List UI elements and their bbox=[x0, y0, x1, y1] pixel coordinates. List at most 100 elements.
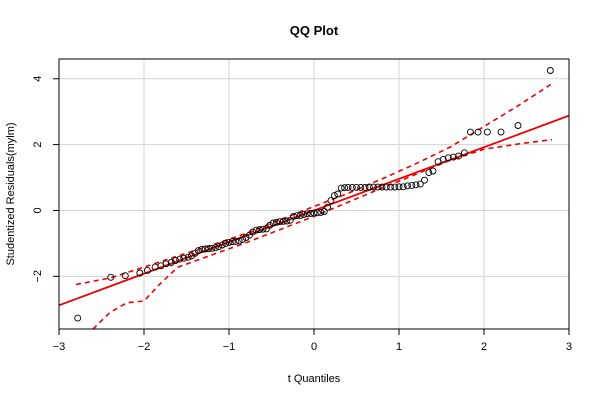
data-point bbox=[412, 181, 420, 189]
data-point bbox=[259, 225, 267, 233]
x-tick-label: 0 bbox=[311, 341, 317, 353]
chart-title: QQ Plot bbox=[290, 23, 339, 38]
data-point bbox=[225, 238, 233, 246]
data-point bbox=[208, 244, 216, 252]
x-tick-label: −3 bbox=[53, 341, 66, 353]
data-point bbox=[455, 152, 462, 160]
data-point bbox=[143, 266, 151, 274]
data-point bbox=[107, 273, 115, 281]
data-point bbox=[266, 221, 274, 229]
data-point bbox=[382, 183, 390, 191]
data-point bbox=[232, 237, 240, 245]
data-point bbox=[378, 183, 386, 191]
data-point bbox=[239, 235, 247, 243]
data-point bbox=[269, 219, 277, 227]
data-points bbox=[74, 67, 554, 322]
x-tick-label: −2 bbox=[138, 341, 151, 353]
data-point bbox=[353, 183, 360, 191]
data-point bbox=[429, 167, 437, 175]
data-point bbox=[324, 203, 332, 211]
data-point bbox=[334, 190, 342, 198]
y-tick-label: 2 bbox=[32, 142, 44, 148]
data-point bbox=[310, 209, 318, 217]
data-point bbox=[74, 314, 82, 322]
x-tick-label: 3 bbox=[566, 341, 572, 353]
data-point bbox=[218, 241, 226, 249]
data-point bbox=[184, 253, 192, 261]
data-point bbox=[474, 128, 482, 136]
data-point bbox=[466, 128, 474, 136]
data-point bbox=[235, 237, 243, 245]
data-point bbox=[167, 259, 175, 266]
data-point bbox=[273, 218, 281, 226]
x-axis: −3 −2 −1 0 1 2 3 bbox=[53, 328, 572, 353]
data-point bbox=[365, 183, 373, 191]
x-axis-label: t Quantiles bbox=[288, 373, 341, 385]
data-point bbox=[180, 254, 188, 262]
data-point bbox=[252, 226, 260, 234]
data-point bbox=[320, 208, 328, 215]
data-point bbox=[460, 149, 468, 157]
data-point bbox=[514, 122, 522, 129]
data-point bbox=[296, 211, 304, 219]
data-point bbox=[300, 210, 308, 218]
data-point bbox=[286, 216, 294, 224]
data-point bbox=[391, 183, 399, 191]
data-point bbox=[337, 184, 345, 192]
data-point bbox=[425, 169, 433, 177]
y-tick-label: −2 bbox=[32, 270, 44, 283]
data-point bbox=[317, 208, 325, 216]
data-point bbox=[421, 176, 428, 184]
data-point bbox=[136, 269, 144, 277]
data-point bbox=[121, 272, 129, 280]
data-point bbox=[416, 180, 424, 188]
data-point bbox=[399, 183, 407, 191]
data-point bbox=[307, 209, 315, 217]
y-tick-label: 4 bbox=[32, 76, 44, 82]
data-point bbox=[357, 183, 365, 191]
data-point bbox=[162, 260, 170, 268]
data-point bbox=[205, 245, 213, 253]
data-point bbox=[439, 155, 447, 163]
y-axis: −2 0 2 4 bbox=[32, 76, 60, 283]
x-tick-label: 2 bbox=[481, 341, 487, 353]
data-point bbox=[313, 209, 321, 217]
data-point bbox=[370, 183, 377, 191]
data-point bbox=[348, 183, 356, 191]
data-point bbox=[344, 183, 352, 191]
data-point bbox=[408, 181, 416, 189]
data-point bbox=[483, 128, 491, 136]
data-point bbox=[303, 210, 311, 218]
data-point bbox=[215, 243, 223, 251]
data-point bbox=[222, 239, 230, 247]
data-point bbox=[262, 225, 270, 233]
data-point bbox=[546, 67, 554, 74]
data-point bbox=[249, 228, 257, 236]
data-point bbox=[449, 153, 457, 161]
data-point bbox=[242, 234, 250, 241]
data-point bbox=[341, 184, 349, 192]
envelope-upper-line bbox=[75, 83, 553, 286]
data-point bbox=[256, 226, 264, 234]
data-point bbox=[395, 183, 403, 191]
data-point bbox=[404, 182, 411, 190]
data-point bbox=[444, 154, 452, 162]
data-point bbox=[279, 217, 287, 225]
data-point bbox=[327, 197, 335, 205]
envelope-lower-line bbox=[92, 138, 553, 330]
data-point bbox=[374, 183, 382, 191]
data-point bbox=[497, 128, 505, 136]
data-point bbox=[228, 238, 236, 246]
confidence-envelope bbox=[75, 83, 553, 330]
x-tick-label: 1 bbox=[396, 341, 402, 353]
data-point bbox=[198, 245, 206, 253]
data-point bbox=[290, 212, 298, 220]
data-point bbox=[211, 244, 219, 252]
data-point bbox=[201, 245, 209, 253]
data-point bbox=[172, 257, 179, 264]
data-point bbox=[176, 255, 184, 263]
data-point bbox=[283, 217, 291, 225]
data-point bbox=[330, 192, 338, 200]
